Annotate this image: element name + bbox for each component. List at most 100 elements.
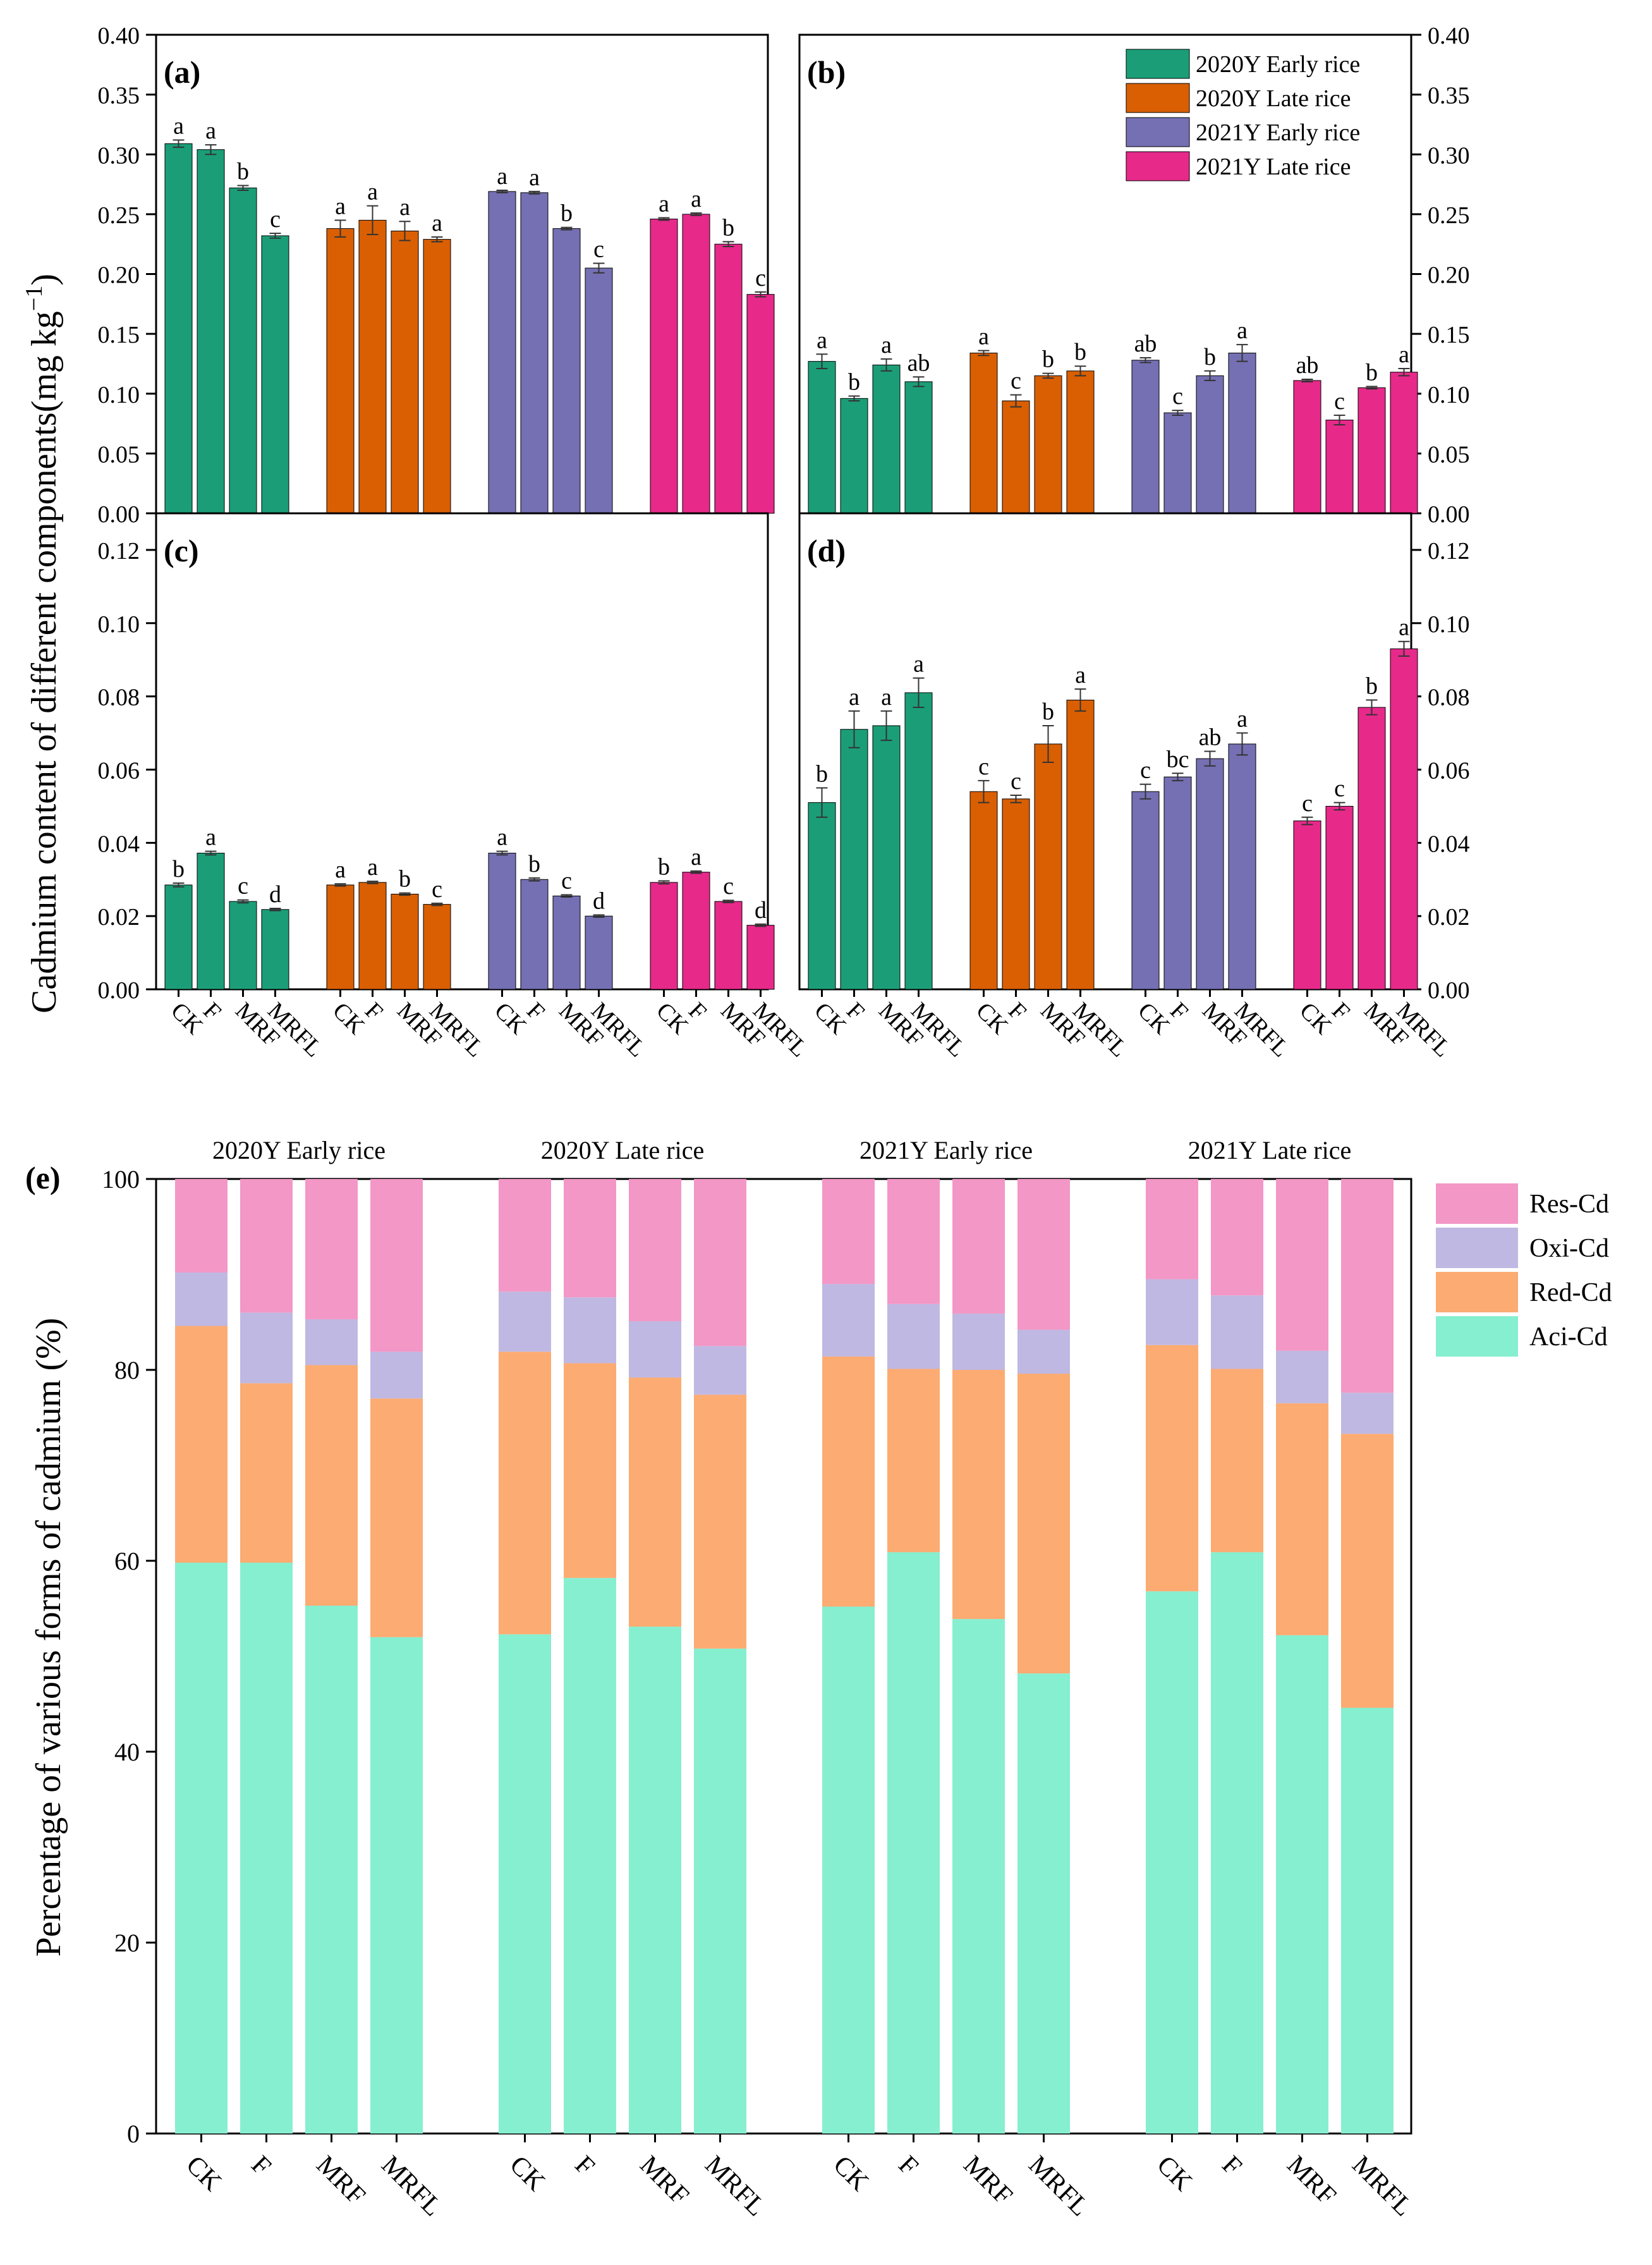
significance-letter: ab	[1134, 331, 1157, 357]
stack-segment	[694, 1395, 746, 1649]
legend-swatch	[1126, 151, 1190, 181]
bar	[1002, 400, 1030, 514]
legend-label: 2020Y Early rice	[1196, 51, 1360, 78]
significance-letter: b	[658, 854, 670, 881]
significance-letter: ab	[1296, 352, 1319, 379]
bar	[808, 361, 836, 514]
stack-segment	[629, 1627, 681, 2134]
stack-segment	[370, 1352, 423, 1399]
bar	[840, 398, 868, 514]
significance-letter: b	[1204, 344, 1216, 370]
bar	[423, 904, 451, 990]
significance-letter: a	[335, 857, 346, 883]
stack-segment	[499, 1634, 551, 2134]
y-tick-label: 0.10	[98, 382, 140, 408]
stack-segment	[822, 1606, 875, 2134]
stack-segment	[305, 1605, 358, 2134]
y-tick-label: 0.15	[98, 322, 140, 348]
stack-segment	[240, 1179, 293, 1313]
legend-label: Oxi-Cd	[1529, 1234, 1609, 1263]
bar	[164, 143, 193, 514]
stack-segment	[1017, 1179, 1070, 1330]
bar	[520, 192, 549, 514]
bar	[488, 191, 516, 514]
significance-letter: ab	[908, 350, 930, 376]
y-tick-label: 0.25	[98, 202, 140, 229]
bar	[358, 882, 387, 990]
significance-letter: a	[205, 118, 216, 144]
significance-letter: d	[755, 897, 767, 924]
stack-segment	[887, 1369, 940, 1553]
stack-segment	[499, 1352, 551, 1635]
bar	[520, 879, 549, 990]
y-tick-label: 0.10	[1428, 611, 1470, 638]
significance-letter: b	[528, 851, 540, 877]
stack-segment	[1146, 1345, 1198, 1592]
y-tick-label: 0.06	[98, 757, 140, 784]
y-tick-label: 0.10	[98, 611, 140, 638]
x-tick-label: CK	[1151, 2151, 1198, 2197]
bar	[423, 239, 451, 514]
bar	[1390, 372, 1418, 514]
y-tick-label: 0.08	[98, 685, 140, 711]
stack-segment	[240, 1312, 293, 1384]
significance-letter: c	[1334, 388, 1345, 415]
stack-segment	[629, 1179, 681, 1321]
significance-letter: b	[1366, 673, 1378, 699]
bar	[229, 901, 257, 990]
stack-segment	[1211, 1369, 1263, 1553]
y-tick-label: 0.35	[1428, 83, 1470, 109]
x-tick-label: CK	[504, 2151, 550, 2197]
stack-segment	[1276, 1403, 1328, 1635]
significance-letter: c	[1011, 368, 1021, 394]
significance-letter: c	[1334, 776, 1345, 802]
stack-segment	[822, 1284, 875, 1357]
stack-segment	[564, 1179, 616, 1298]
stack-segment	[240, 1383, 293, 1563]
significance-letter: a	[691, 186, 701, 212]
bar	[746, 925, 775, 990]
stack-segment	[175, 1326, 228, 1563]
bar	[808, 802, 836, 990]
significance-letter: c	[1140, 757, 1151, 784]
y-tick-label: 0.08	[1428, 685, 1470, 711]
y-tick-label: 0.25	[1428, 202, 1470, 229]
y-tick-label: 0.05	[98, 441, 140, 468]
y-tick-label: 0.04	[98, 831, 140, 857]
y-tick-label: 0.02	[98, 904, 140, 931]
bar	[682, 872, 710, 990]
bar	[714, 243, 743, 514]
significance-letter: a	[817, 327, 827, 353]
bar	[1390, 648, 1418, 990]
legend-label: Aci-Cd	[1529, 1322, 1608, 1352]
stack-segment	[564, 1578, 616, 2134]
legend-swatch	[1436, 1228, 1518, 1268]
y-title-top-sup: −1	[21, 286, 47, 311]
y-tick-label: 0.04	[1428, 831, 1470, 857]
x-tick-label: MRFL	[1346, 2151, 1418, 2222]
stack-segment	[887, 1179, 940, 1304]
significance-letter: a	[978, 324, 989, 350]
bar	[650, 882, 678, 990]
legend-label: Res-Cd	[1529, 1190, 1609, 1219]
significance-letter: a	[173, 113, 184, 140]
stack-segment	[499, 1291, 551, 1352]
significance-letter: b	[1074, 339, 1086, 365]
bar	[1357, 707, 1386, 990]
x-tick-label: MRFL	[1023, 2151, 1094, 2222]
stack-segment	[1276, 1179, 1328, 1351]
stack-segment	[1276, 1635, 1328, 2134]
bar	[1163, 412, 1192, 514]
significance-letter: c	[593, 236, 604, 262]
x-tick-label: MRF	[957, 2151, 1017, 2211]
significance-letter: c	[723, 873, 734, 900]
significance-letter: c	[755, 265, 766, 291]
stack-segment	[305, 1319, 358, 1365]
bar	[969, 791, 998, 990]
panel-label: (d)	[807, 533, 846, 568]
bar	[358, 219, 387, 514]
stack-segment	[1341, 1707, 1394, 2134]
stack-segment	[370, 1179, 423, 1352]
bar	[1228, 352, 1256, 514]
bar	[1034, 375, 1062, 514]
